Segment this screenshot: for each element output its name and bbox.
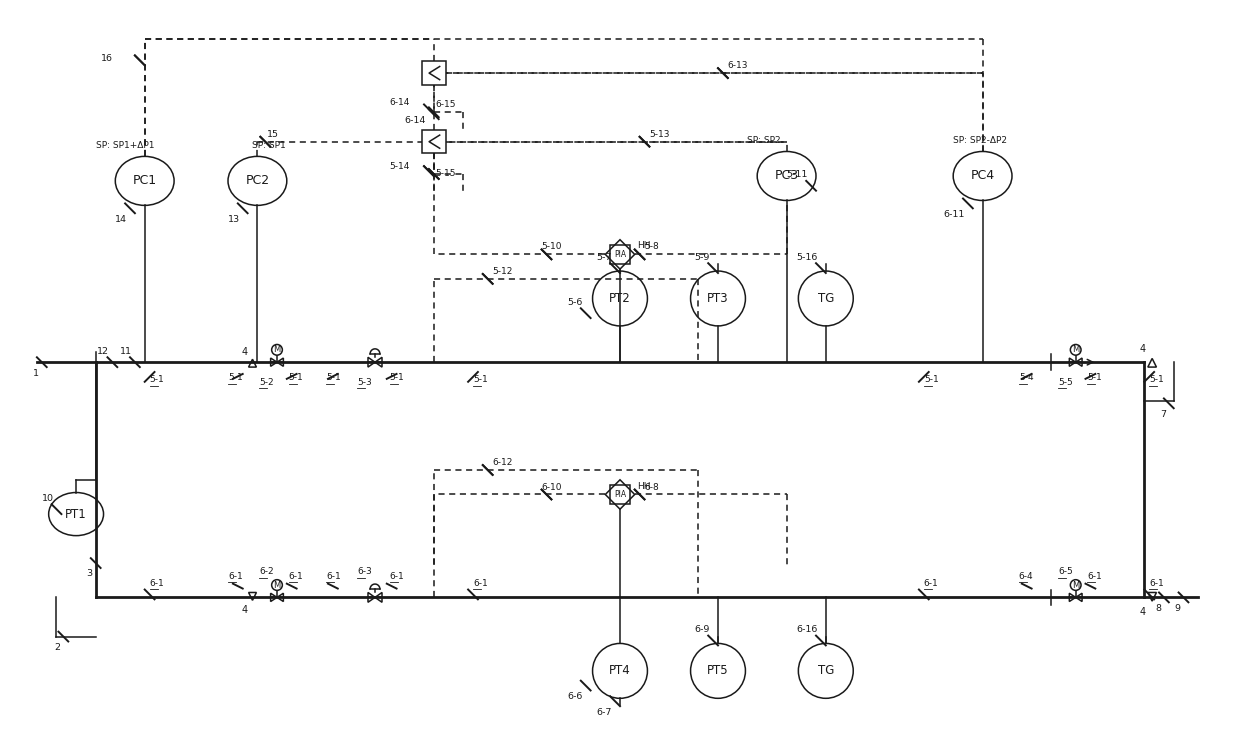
Text: 6-11: 6-11: [944, 210, 965, 219]
Text: 5-1: 5-1: [389, 372, 404, 382]
Text: 6-1: 6-1: [228, 572, 243, 581]
Text: M: M: [1073, 580, 1079, 590]
Text: SP: SP1: SP: SP1: [253, 140, 286, 150]
Text: PIA: PIA: [614, 250, 626, 259]
Text: 5-16: 5-16: [796, 253, 818, 262]
Text: 6-1: 6-1: [924, 579, 939, 588]
Text: 5-1: 5-1: [924, 375, 939, 384]
Text: 5-1: 5-1: [1149, 375, 1164, 384]
Text: PT5: PT5: [707, 664, 729, 677]
Text: 6-7: 6-7: [596, 708, 613, 717]
Text: 4: 4: [242, 605, 248, 615]
Text: 6-1: 6-1: [150, 579, 165, 588]
Polygon shape: [605, 480, 635, 509]
Text: 5-4: 5-4: [1019, 372, 1033, 382]
Text: 6-1: 6-1: [289, 572, 304, 581]
Text: 5-1: 5-1: [228, 372, 243, 382]
Circle shape: [1070, 580, 1081, 591]
Text: 6-1: 6-1: [1149, 579, 1164, 588]
FancyBboxPatch shape: [422, 130, 445, 154]
Text: 5-1: 5-1: [472, 375, 487, 384]
Text: 6-1: 6-1: [389, 572, 404, 581]
Text: 11: 11: [120, 347, 131, 356]
Text: 5-3: 5-3: [357, 378, 372, 387]
Text: 4: 4: [242, 347, 248, 358]
Text: 6-14: 6-14: [404, 116, 427, 125]
Text: 6-4: 6-4: [1019, 572, 1033, 581]
Text: 9: 9: [1174, 604, 1180, 613]
Text: M: M: [1073, 345, 1079, 355]
Text: SP: SP2: SP: SP2: [748, 136, 781, 145]
Text: 5-1: 5-1: [150, 375, 165, 384]
Text: PC2: PC2: [246, 174, 269, 188]
Text: 8: 8: [1154, 604, 1161, 613]
Text: 13: 13: [228, 214, 239, 223]
Text: 5-1: 5-1: [289, 372, 304, 382]
Text: 6-15: 6-15: [435, 100, 456, 109]
Text: 6-9: 6-9: [694, 625, 711, 634]
Text: 5-1: 5-1: [1087, 372, 1102, 382]
Text: 6-6: 6-6: [568, 692, 583, 701]
Text: 16: 16: [100, 54, 113, 63]
Text: 5-12: 5-12: [492, 267, 513, 276]
Text: HH: HH: [636, 241, 650, 251]
Text: 6-1: 6-1: [1087, 572, 1102, 581]
Text: PIA: PIA: [614, 490, 626, 499]
Text: 2: 2: [55, 643, 61, 652]
Text: PT3: PT3: [707, 292, 729, 305]
Text: PT1: PT1: [66, 508, 87, 521]
Text: PT4: PT4: [609, 664, 631, 677]
Circle shape: [272, 344, 283, 355]
Text: 6-12: 6-12: [492, 458, 513, 467]
Circle shape: [272, 580, 283, 591]
Polygon shape: [605, 240, 635, 269]
Text: 4: 4: [1140, 344, 1146, 355]
Text: PC3: PC3: [775, 169, 799, 183]
Text: 3: 3: [87, 569, 93, 579]
Text: SP: SP1+ΔP1: SP: SP1+ΔP1: [95, 140, 154, 150]
Text: M: M: [273, 345, 280, 355]
FancyBboxPatch shape: [422, 62, 445, 85]
Text: 1: 1: [32, 369, 38, 378]
Text: HH: HH: [636, 482, 650, 490]
Text: 5-14: 5-14: [389, 162, 410, 171]
Text: TG: TG: [817, 292, 835, 305]
Text: 6-5: 6-5: [1058, 567, 1073, 576]
Text: 6-16: 6-16: [796, 625, 818, 634]
Text: 6-8: 6-8: [645, 482, 660, 491]
Text: 10: 10: [42, 494, 53, 503]
Text: 6-10: 6-10: [542, 482, 562, 491]
Text: 5-9: 5-9: [694, 253, 711, 262]
Text: PT2: PT2: [609, 292, 631, 305]
Text: 5-6: 5-6: [568, 298, 583, 306]
Text: 5-2: 5-2: [259, 378, 274, 387]
Circle shape: [1070, 344, 1081, 355]
Text: 5-7: 5-7: [596, 253, 613, 262]
Text: 5-5: 5-5: [1058, 378, 1073, 387]
Text: 6-1: 6-1: [326, 572, 341, 581]
Text: 5-11: 5-11: [787, 171, 808, 180]
Text: 6-2: 6-2: [259, 567, 274, 576]
Text: TG: TG: [817, 664, 835, 677]
Text: PC4: PC4: [971, 169, 994, 183]
Text: 12: 12: [98, 347, 109, 356]
Text: 14: 14: [115, 214, 126, 223]
Text: 6-13: 6-13: [728, 61, 748, 70]
Text: M: M: [273, 580, 280, 590]
Text: 5-15: 5-15: [435, 169, 456, 178]
Text: PC1: PC1: [133, 174, 156, 188]
Text: 7: 7: [1159, 410, 1166, 418]
Text: 6-3: 6-3: [357, 567, 372, 576]
Text: 5-1: 5-1: [326, 372, 341, 382]
Text: 5-13: 5-13: [650, 130, 670, 139]
Text: 6-14: 6-14: [389, 99, 410, 108]
Text: 5-10: 5-10: [542, 243, 562, 252]
Text: 5-8: 5-8: [645, 243, 660, 252]
Text: SP: SP2-ΔP2: SP: SP2-ΔP2: [954, 136, 1007, 145]
Text: 4: 4: [1140, 607, 1146, 617]
Text: 6-1: 6-1: [472, 579, 487, 588]
Text: 15: 15: [267, 130, 279, 139]
